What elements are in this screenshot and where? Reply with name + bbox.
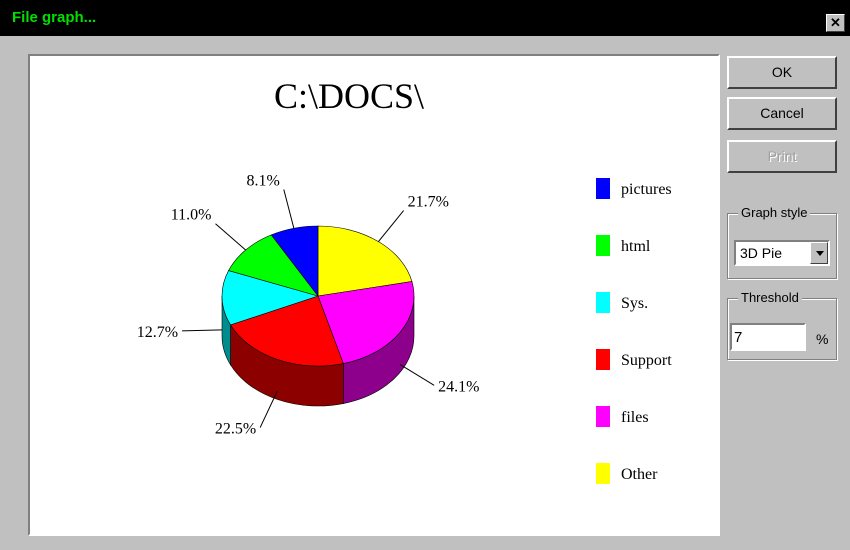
threshold-unit: % xyxy=(816,331,829,347)
legend-swatch-5 xyxy=(596,463,610,484)
leader-line-2 xyxy=(259,391,278,428)
legend-label-4: files xyxy=(621,409,649,426)
leader-line-0 xyxy=(378,210,405,242)
slice-label-0: 21.7% xyxy=(408,194,449,211)
legend-swatch-0 xyxy=(596,178,610,199)
chart-title: C:\DOCS\ xyxy=(274,76,424,116)
graph-style-group: Graph style 3D Pie xyxy=(727,205,837,279)
threshold-group: Threshold % xyxy=(727,290,837,360)
pie-slice-4 xyxy=(228,234,319,297)
pie-slice-2 xyxy=(230,295,344,367)
pie-slice-1 xyxy=(317,281,415,364)
slice-label-2: 22.5% xyxy=(215,421,256,438)
threshold-label: Threshold xyxy=(738,290,802,305)
chevron-down-icon[interactable] xyxy=(810,242,828,264)
legend-label-3: Support xyxy=(621,352,672,369)
close-icon: ✕ xyxy=(830,15,841,30)
cancel-button[interactable]: Cancel xyxy=(727,97,837,130)
legend-swatch-3 xyxy=(596,349,610,370)
graph-style-select[interactable]: 3D Pie xyxy=(734,240,830,266)
pie-chart: C:\DOCS\ 21.7% 24.1% 22.5% 12.7% 11.0% 8.1% p… xyxy=(137,76,672,484)
legend-label-1: html xyxy=(621,238,651,255)
legend-swatch-1 xyxy=(596,235,610,256)
graph-style-value: 3D Pie xyxy=(740,245,783,261)
close-button[interactable]: ✕ xyxy=(826,14,845,32)
threshold-input[interactable] xyxy=(730,323,806,351)
slice-label-3: 12.7% xyxy=(137,324,178,341)
legend-swatch-4 xyxy=(596,406,610,427)
slice-label-1: 24.1% xyxy=(438,378,479,395)
chart-panel: C:\DOCS\ 21.7% 24.1% 22.5% 12.7% 11.0% 8.1% p… xyxy=(28,54,720,536)
slice-label-5: 8.1% xyxy=(246,173,279,190)
legend-swatch-2 xyxy=(596,292,610,313)
leader-line-3 xyxy=(182,329,223,332)
graph-style-label: Graph style xyxy=(738,205,811,220)
leader-line-5 xyxy=(283,189,295,229)
print-button[interactable]: Print xyxy=(727,140,837,173)
title-bar[interactable]: File graph... ✕ xyxy=(0,0,850,36)
legend-label-0: pictures xyxy=(621,181,672,198)
pie-slice-0 xyxy=(317,225,413,297)
pie-slice-3 xyxy=(221,270,320,326)
leader-line-1 xyxy=(399,364,435,386)
ok-button[interactable]: OK xyxy=(727,56,837,89)
leader-line-4 xyxy=(215,223,246,251)
window-title: File graph... xyxy=(12,9,97,26)
legend-label-2: Sys. xyxy=(621,295,648,312)
slice-label-4: 11.0% xyxy=(171,207,212,224)
legend-label-5: Other xyxy=(621,466,658,483)
